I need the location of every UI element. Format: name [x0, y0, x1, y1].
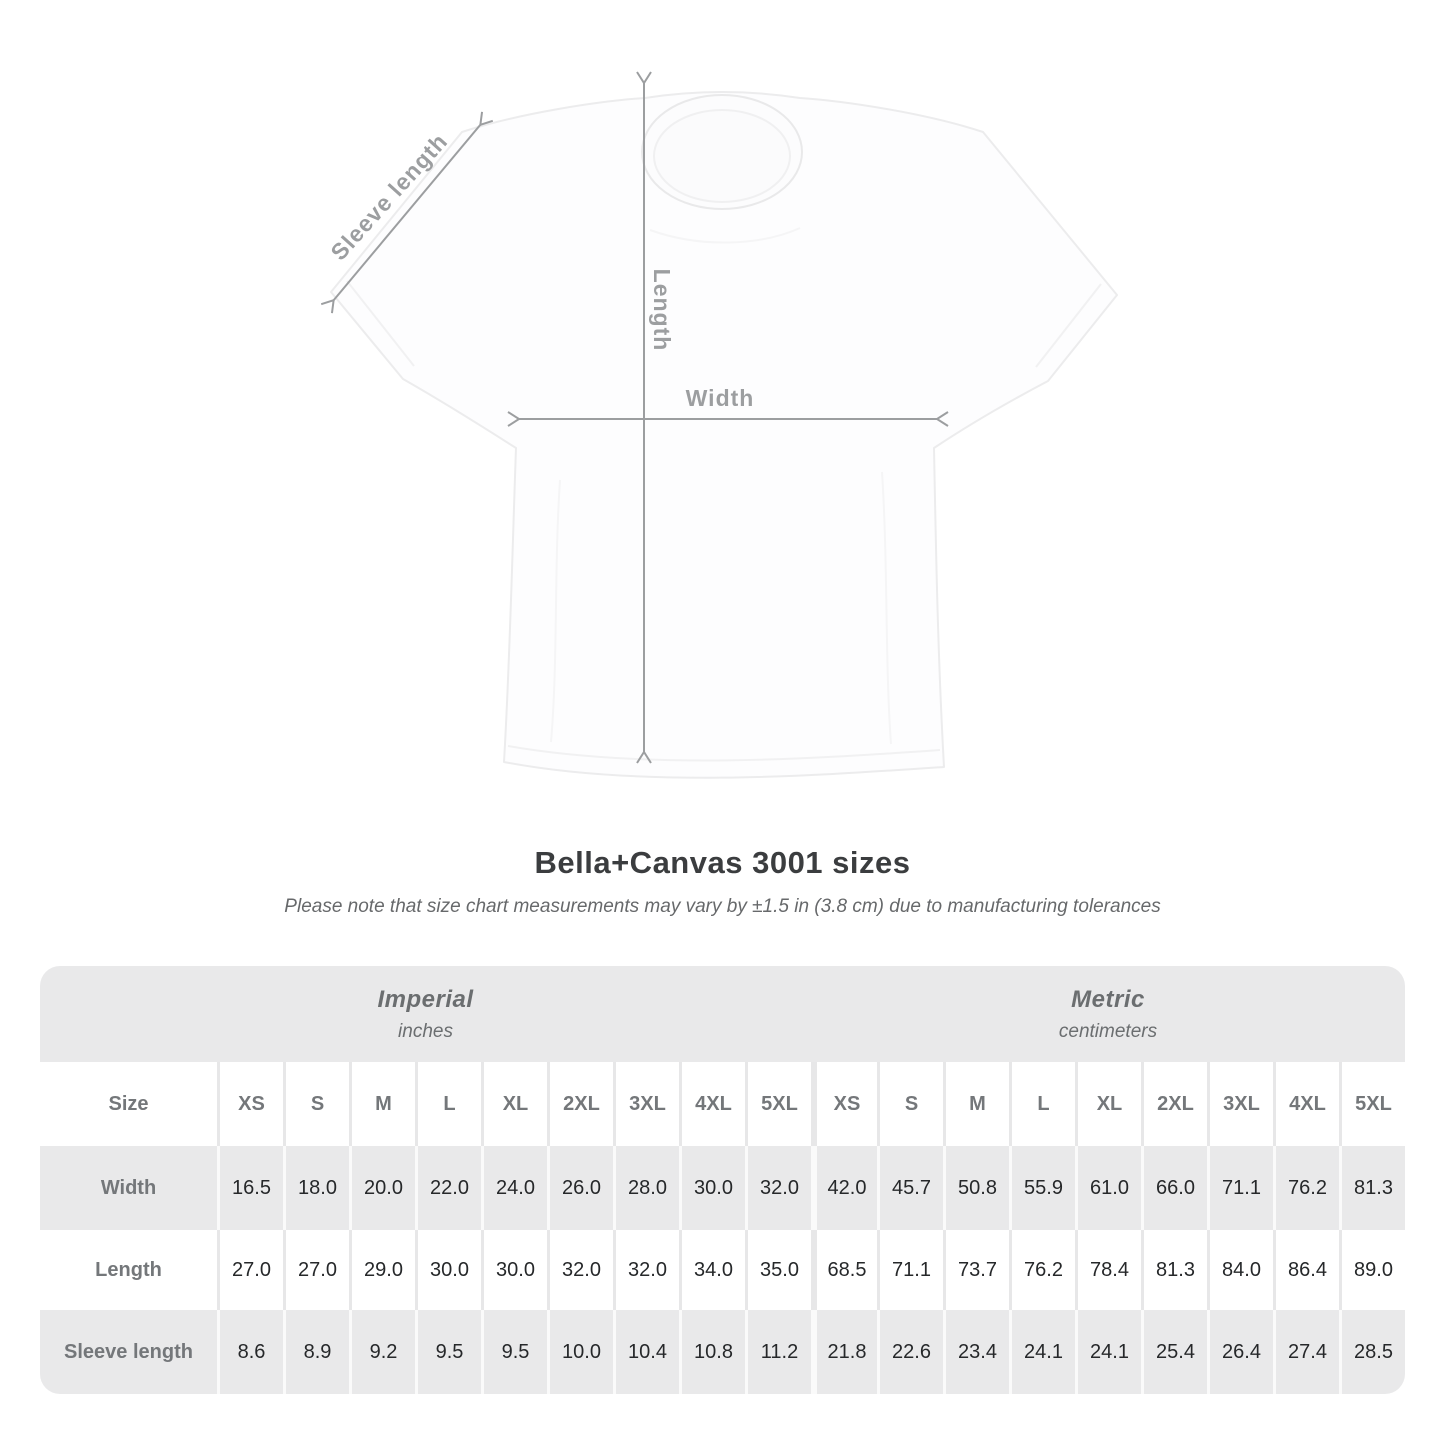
value-cell: 18.0	[283, 1146, 349, 1230]
value-cell: 26.4	[1207, 1310, 1273, 1394]
tshirt-diagram: Sleeve length Length Width	[320, 71, 1118, 779]
width-diagram-label: Width	[686, 385, 755, 411]
value-cell: 10.0	[547, 1310, 613, 1394]
unit-group-metric: Metric centimeters	[811, 966, 1405, 1062]
value-cell: 24.0	[481, 1146, 547, 1230]
size-header-metric-2xl: 2XL	[1141, 1062, 1207, 1146]
value-cell: 32.0	[547, 1230, 613, 1310]
value-cell: 78.4	[1075, 1230, 1141, 1310]
size-header-imperial-3xl: 3XL	[613, 1062, 679, 1146]
value-cell: 9.5	[415, 1310, 481, 1394]
value-cell: 71.1	[877, 1230, 943, 1310]
unit-group-name: Metric	[1071, 985, 1145, 1013]
size-header-imperial-5xl: 5XL	[745, 1062, 811, 1146]
size-header-imperial-s: S	[283, 1062, 349, 1146]
size-header-imperial-l: L	[415, 1062, 481, 1146]
tshirt-image	[330, 91, 1118, 779]
size-header-imperial-2xl: 2XL	[547, 1062, 613, 1146]
value-cell: 32.0	[745, 1146, 811, 1230]
value-cell: 35.0	[745, 1230, 811, 1310]
size-header-metric-4xl: 4XL	[1273, 1062, 1339, 1146]
value-cell: 45.7	[877, 1146, 943, 1230]
unit-group-row: Imperial inches Metric centimeters	[40, 966, 1405, 1062]
value-cell: 76.2	[1273, 1146, 1339, 1230]
value-cell: 11.2	[745, 1310, 811, 1394]
value-cell: 81.3	[1141, 1230, 1207, 1310]
value-cell: 68.5	[811, 1230, 877, 1310]
value-cell: 16.5	[217, 1146, 283, 1230]
row-label: Width	[100, 1176, 157, 1199]
unit-group-unit: centimeters	[1058, 1020, 1158, 1042]
value-cell: 24.1	[1075, 1310, 1141, 1394]
value-cell: 27.0	[217, 1230, 283, 1310]
size-header-metric-l: L	[1009, 1062, 1075, 1146]
value-cell: 10.4	[613, 1310, 679, 1394]
tolerance-note: Please note that size chart measurements…	[284, 896, 1161, 917]
size-header-metric-xs: XS	[811, 1062, 877, 1146]
size-header-imperial-xl: XL	[481, 1062, 547, 1146]
value-cell: 76.2	[1009, 1230, 1075, 1310]
value-cell: 30.0	[481, 1230, 547, 1310]
size-header-imperial-xs: XS	[217, 1062, 283, 1146]
value-cell: 30.0	[679, 1146, 745, 1230]
value-cell: 9.2	[349, 1310, 415, 1394]
value-cell: 10.8	[679, 1310, 745, 1394]
value-cell: 29.0	[349, 1230, 415, 1310]
unit-group-imperial: Imperial inches	[40, 966, 811, 1062]
value-cell: 8.6	[217, 1310, 283, 1394]
value-cell: 42.0	[811, 1146, 877, 1230]
unit-group-name: Imperial	[377, 985, 474, 1013]
value-cell: 28.0	[613, 1146, 679, 1230]
value-cell: 81.3	[1339, 1146, 1405, 1230]
value-cell: 21.8	[811, 1310, 877, 1394]
length-diagram-label: Length	[649, 269, 675, 352]
value-cell: 23.4	[943, 1310, 1009, 1394]
value-cell: 84.0	[1207, 1230, 1273, 1310]
value-cell: 22.0	[415, 1146, 481, 1230]
value-cell: 26.0	[547, 1146, 613, 1230]
value-cell: 61.0	[1075, 1146, 1141, 1230]
value-cell: 55.9	[1009, 1146, 1075, 1230]
value-cell: 30.0	[415, 1230, 481, 1310]
value-cell: 24.1	[1009, 1310, 1075, 1394]
size-header-metric-3xl: 3XL	[1207, 1062, 1273, 1146]
value-cell: 71.1	[1207, 1146, 1273, 1230]
value-cell: 28.5	[1339, 1310, 1405, 1394]
size-header-metric-m: M	[943, 1062, 1009, 1146]
value-cell: 8.9	[283, 1310, 349, 1394]
value-cell: 22.6	[877, 1310, 943, 1394]
value-cell: 89.0	[1339, 1230, 1405, 1310]
value-cell: 73.7	[943, 1230, 1009, 1310]
page-title: Bella+Canvas 3001 sizes	[534, 845, 911, 880]
size-header-metric-s: S	[877, 1062, 943, 1146]
unit-group-unit: inches	[398, 1020, 453, 1042]
value-cell: 27.0	[283, 1230, 349, 1310]
title-block: Bella+Canvas 3001 sizes Please note that…	[0, 845, 1445, 918]
size-header-imperial-4xl: 4XL	[679, 1062, 745, 1146]
size-column-header: Size	[108, 1092, 149, 1115]
size-header-imperial-m: M	[349, 1062, 415, 1146]
sleeve-length-arrow	[320, 111, 494, 314]
value-cell: 86.4	[1273, 1230, 1339, 1310]
size-header-row: Size XS S M L XL 2XL 3XL 4XL 5XL XS S M L XL 2XL 3XL 4XL 5…	[40, 1062, 1405, 1146]
value-cell: 32.0	[613, 1230, 679, 1310]
value-cell: 20.0	[349, 1146, 415, 1230]
size-header-metric-xl: XL	[1075, 1062, 1141, 1146]
row-label: Length	[95, 1258, 162, 1281]
value-cell: 27.4	[1273, 1310, 1339, 1394]
size-header-metric-5xl: 5XL	[1339, 1062, 1405, 1146]
measurement-row-width: Width 16.5 18.0 20.0 22.0 24.0 26.0 28.0 30.0 32.…	[40, 1146, 1405, 1230]
value-cell: 25.4	[1141, 1310, 1207, 1394]
size-table: Imperial inches Metric centimeters Size XS S M L…	[40, 966, 1405, 1394]
value-cell: 66.0	[1141, 1146, 1207, 1230]
measurement-row-sleeve-length: Sleeve length 8.6 8.9 9.2 9.5 9.5 10.0 10.4 10.8…	[40, 1310, 1405, 1394]
value-cell: 9.5	[481, 1310, 547, 1394]
value-cell: 50.8	[943, 1146, 1009, 1230]
value-cell: 34.0	[679, 1230, 745, 1310]
measurement-row-length: Length 27.0 27.0 29.0 30.0 30.0 32.0 32.0 34.0 35…	[40, 1230, 1405, 1310]
row-label: Sleeve length	[64, 1340, 193, 1363]
